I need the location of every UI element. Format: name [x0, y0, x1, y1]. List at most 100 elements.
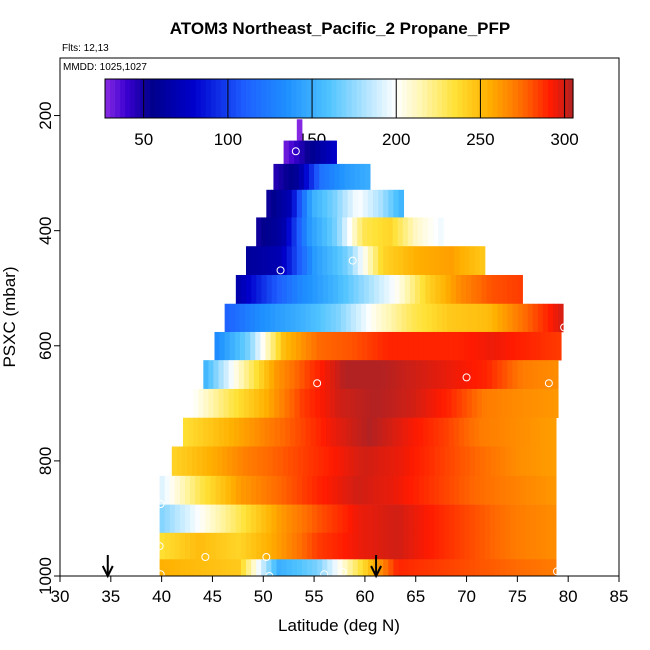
heatmap-cell	[510, 417, 516, 447]
heatmap-cell	[459, 559, 466, 577]
colorbar-tick-label: 50	[134, 130, 153, 149]
heatmap-cell	[327, 274, 334, 305]
heatmap-cell	[276, 217, 282, 247]
heatmap-cell	[281, 189, 288, 218]
heatmap-cell	[367, 559, 374, 577]
heatmap-cell	[286, 559, 293, 577]
colorbar-swatch	[230, 79, 237, 118]
heatmap-cell	[317, 274, 324, 305]
heatmap-cell	[448, 331, 455, 361]
heatmap-cell	[232, 446, 239, 477]
heatmap-cell	[545, 532, 552, 560]
heatmap-cell	[404, 446, 410, 477]
heatmap-cell	[418, 417, 424, 447]
colorbar-swatch	[542, 79, 549, 118]
heatmap-cell	[444, 446, 451, 477]
heatmap-cell	[285, 303, 291, 333]
heatmap-cell	[281, 504, 288, 534]
heatmap-cell	[306, 559, 313, 577]
heatmap-cell	[547, 388, 554, 419]
heatmap-cell	[428, 331, 435, 361]
heatmap-cell	[174, 475, 181, 505]
heatmap-cell	[525, 417, 531, 447]
heatmap-cell	[373, 532, 379, 560]
heatmap-cell	[222, 446, 228, 477]
heatmap-cell	[210, 532, 216, 560]
heatmap-cell	[486, 274, 493, 305]
heatmap-cell	[375, 388, 382, 419]
x-axis-label: Latitude (deg N)	[278, 616, 400, 635]
heatmap-cell	[311, 331, 317, 361]
heatmap-cell	[520, 504, 526, 534]
heatmap-cell	[259, 360, 265, 390]
heatmap-cell	[479, 504, 486, 534]
colorbar-swatch	[507, 79, 514, 118]
heatmap-cell	[245, 559, 252, 577]
heatmap-cell	[469, 246, 476, 276]
sample-point	[320, 570, 329, 579]
heatmap-cell	[266, 532, 272, 560]
heatmap-cell	[233, 360, 240, 390]
heatmap-cell	[238, 388, 245, 419]
colorbar-swatch	[532, 79, 539, 118]
colorbar-swatch	[447, 79, 453, 118]
heatmap-cell	[545, 417, 552, 447]
heatmap-cell	[500, 504, 506, 534]
heatmap-cell	[436, 388, 442, 419]
heatmap-cell	[400, 388, 407, 419]
heatmap-cell	[510, 532, 516, 560]
heatmap-cell	[515, 331, 521, 361]
heatmap-cell	[322, 532, 328, 560]
heatmap-cell	[456, 388, 463, 419]
heatmap-cell	[309, 163, 315, 191]
heatmap-cell	[164, 559, 171, 577]
heatmap-cell	[342, 504, 349, 534]
heatmap-cell	[449, 475, 455, 505]
heatmap-cell	[291, 246, 298, 276]
heatmap-cell	[316, 331, 323, 361]
heatmap-cell	[408, 504, 415, 534]
heatmap-cell	[474, 331, 481, 361]
heatmap-cell	[340, 360, 346, 390]
heatmap-cell	[347, 331, 353, 361]
heatmap-cell	[433, 331, 440, 361]
heatmap-cell	[314, 163, 320, 191]
heatmap-cell	[466, 360, 473, 390]
heatmap-cell	[454, 532, 460, 560]
heatmap-cell	[319, 163, 325, 191]
heatmap-cell	[383, 532, 389, 560]
heatmap-cell	[525, 504, 532, 534]
colorbar-swatch	[452, 79, 458, 118]
heatmap-cell	[330, 303, 337, 333]
heatmap-cell	[383, 189, 389, 218]
heatmap-cell	[283, 140, 290, 165]
heatmap-cell	[497, 303, 503, 333]
heatmap-cell	[545, 504, 552, 534]
heatmap-cell	[414, 446, 420, 477]
heatmap-cell	[494, 331, 501, 361]
heatmap-cell	[439, 475, 445, 505]
heatmap-cell	[403, 504, 410, 534]
heatmap-cell	[291, 504, 298, 534]
colorbar-swatch	[240, 79, 247, 118]
heatmap-cell	[545, 475, 552, 505]
heatmap-cell	[418, 532, 425, 560]
heatmap-cell	[475, 446, 481, 477]
heatmap-cell	[484, 331, 491, 361]
heatmap-cell	[389, 274, 395, 305]
heatmap-cell	[320, 417, 327, 447]
heatmap-cell	[550, 559, 557, 577]
heatmap-cell	[272, 446, 279, 477]
heatmap-cell	[335, 360, 341, 390]
heatmap-cell	[295, 417, 301, 447]
colorbar-swatch	[386, 79, 393, 118]
heatmap-cell	[441, 303, 448, 333]
heatmap-cell	[418, 246, 425, 276]
heatmap-cell	[476, 360, 483, 390]
heatmap-cell	[312, 504, 318, 534]
heatmap-cell	[372, 417, 378, 447]
heatmap-cell	[179, 532, 186, 560]
heatmap-cell	[497, 388, 503, 419]
heatmap-cell	[212, 446, 218, 477]
heatmap-cell	[499, 331, 506, 361]
